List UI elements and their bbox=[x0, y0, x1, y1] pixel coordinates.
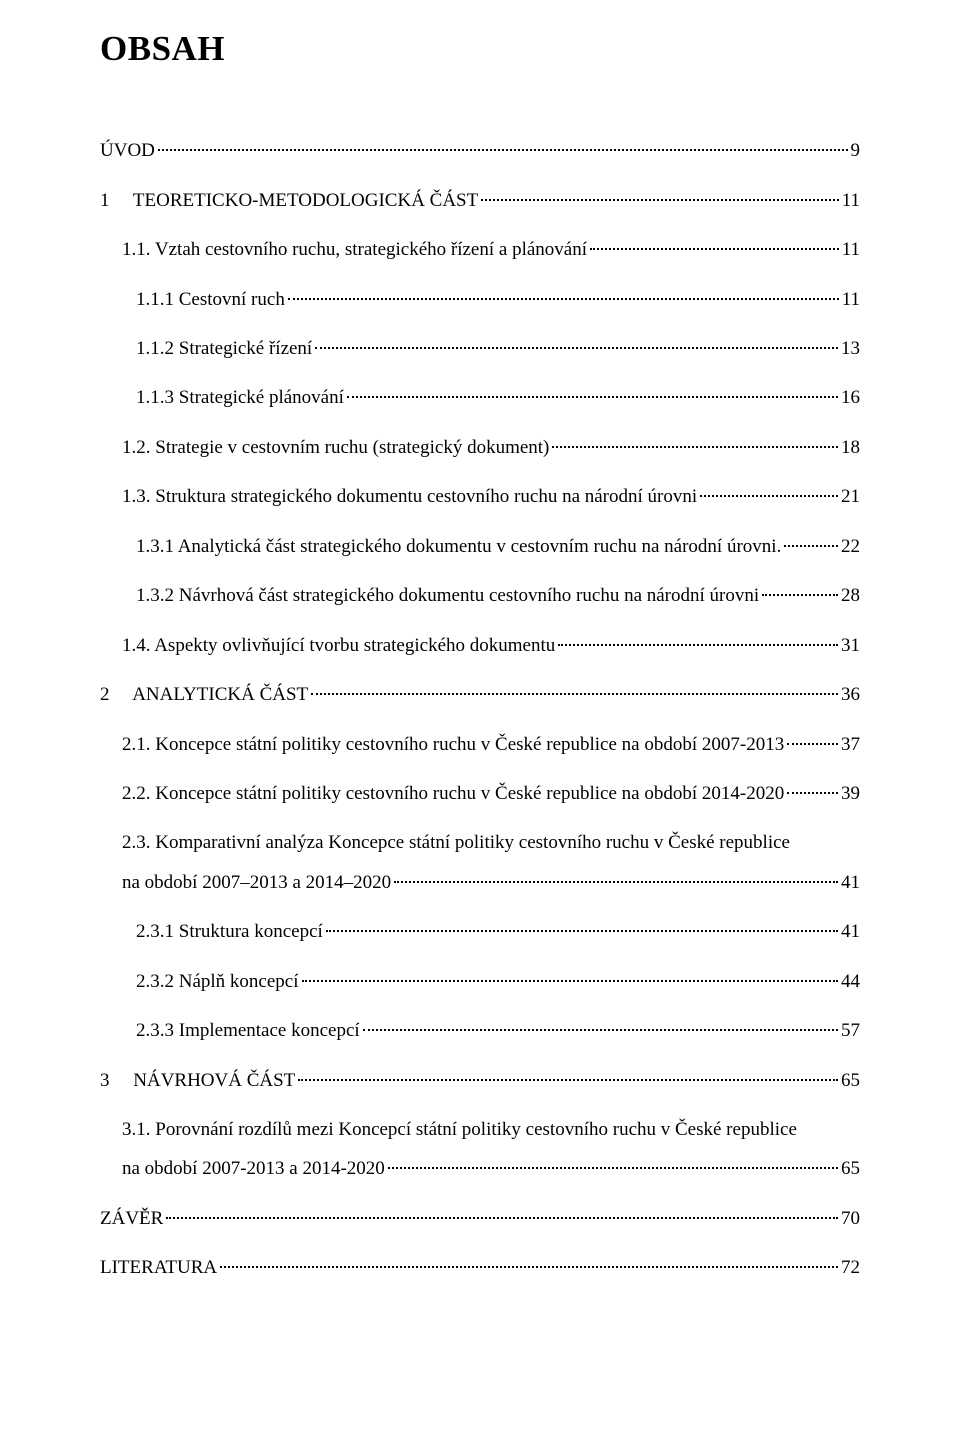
toc-entry: 2.3. Komparativní analýza Koncepce státn… bbox=[100, 828, 860, 897]
toc-entry-label: 1.1.1 Cestovní ruch bbox=[136, 285, 285, 314]
toc-entry-label: 1.3.2 Návrhová část strategického dokume… bbox=[136, 581, 759, 610]
document-page: OBSAH ÚVOD 9 1 TEORETICKO-METODOLOGICKÁ Č… bbox=[0, 0, 960, 1453]
toc-leader-dots bbox=[552, 446, 838, 448]
toc-leader-dots bbox=[311, 693, 838, 695]
toc-entry-label: LITERATURA bbox=[100, 1253, 217, 1282]
toc-entry-label: 3 NÁVRHOVÁ ČÁST bbox=[100, 1066, 295, 1095]
toc-entry-label: ZÁVĚR bbox=[100, 1204, 163, 1233]
toc-entry-label: 2.3.1 Struktura koncepcí bbox=[136, 917, 323, 946]
toc-entry-label: na období 2007–2013 a 2014–2020 bbox=[122, 868, 391, 897]
toc-leader-dots bbox=[326, 930, 838, 932]
toc-entry-label: 2.3. Komparativní analýza Koncepce státn… bbox=[122, 828, 860, 857]
toc-entry: ÚVOD 9 bbox=[100, 136, 860, 165]
toc-entry: 1.4. Aspekty ovlivňující tvorbu strategi… bbox=[100, 631, 860, 660]
toc-entry: 2 ANALYTICKÁ ČÁST 36 bbox=[100, 680, 860, 709]
toc-leader-dots bbox=[481, 199, 838, 201]
toc-entry: 2.1. Koncepce státní politiky cestovního… bbox=[100, 730, 860, 759]
toc-leader-dots bbox=[220, 1266, 838, 1268]
toc-entry-label: 2.3.3 Implementace koncepcí bbox=[136, 1016, 360, 1045]
toc-entry-page: 44 bbox=[841, 967, 860, 996]
toc-entry-label: 3.1. Porovnání rozdílů mezi Koncepcí stá… bbox=[122, 1115, 860, 1144]
toc-entry-label: 1 TEORETICKO-METODOLOGICKÁ ČÁST bbox=[100, 186, 478, 215]
toc-leader-dots bbox=[363, 1029, 838, 1031]
toc-leader-dots bbox=[787, 792, 838, 794]
toc-entry: 1.2. Strategie v cestovním ruchu (strate… bbox=[100, 433, 860, 462]
toc-entry-label: 1.3. Struktura strategického dokumentu c… bbox=[122, 482, 697, 511]
toc-leader-dots bbox=[590, 248, 839, 250]
toc-entry-label: 1.1.3 Strategické plánování bbox=[136, 383, 344, 412]
page-title: OBSAH bbox=[100, 22, 860, 76]
toc-entry-page: 65 bbox=[841, 1154, 860, 1183]
toc-entry: 1.3. Struktura strategického dokumentu c… bbox=[100, 482, 860, 511]
toc-entry-label: ÚVOD bbox=[100, 136, 155, 165]
toc-entry-page: 11 bbox=[842, 186, 860, 215]
toc-entry-page: 72 bbox=[841, 1253, 860, 1282]
toc-entry-page: 9 bbox=[851, 136, 861, 165]
toc-leader-dots bbox=[784, 545, 838, 547]
toc-entry-page: 18 bbox=[841, 433, 860, 462]
toc-entry: 1.3.2 Návrhová část strategického dokume… bbox=[100, 581, 860, 610]
toc-entry-continuation: na období 2007–2013 a 2014–2020 41 bbox=[122, 868, 860, 897]
toc-entry-page: 65 bbox=[841, 1066, 860, 1095]
toc-leader-dots bbox=[158, 149, 848, 151]
toc-entry-page: 36 bbox=[841, 680, 860, 709]
toc-entry-page: 22 bbox=[841, 532, 860, 561]
toc-leader-dots bbox=[558, 644, 838, 646]
toc-entry: 2.2. Koncepce státní politiky cestovního… bbox=[100, 779, 860, 808]
toc-entry-label: 1.4. Aspekty ovlivňující tvorbu strategi… bbox=[122, 631, 555, 660]
toc-entry: 1.1.1 Cestovní ruch 11 bbox=[100, 285, 860, 314]
toc-entry-label: 1.1.2 Strategické řízení bbox=[136, 334, 312, 363]
toc-leader-dots bbox=[288, 298, 839, 300]
toc-entry: 3.1. Porovnání rozdílů mezi Koncepcí stá… bbox=[100, 1115, 860, 1184]
toc-entry-page: 11 bbox=[842, 235, 860, 264]
toc-leader-dots bbox=[700, 495, 838, 497]
toc-entry-label: 1.1. Vztah cestovního ruchu, strategické… bbox=[122, 235, 587, 264]
toc-entry: 1.1. Vztah cestovního ruchu, strategické… bbox=[100, 235, 860, 264]
toc-entry-page: 21 bbox=[841, 482, 860, 511]
toc-entry-page: 57 bbox=[841, 1016, 860, 1045]
toc-leader-dots bbox=[298, 1079, 838, 1081]
toc-entry-page: 11 bbox=[842, 285, 860, 314]
toc-entry-label: 1.2. Strategie v cestovním ruchu (strate… bbox=[122, 433, 549, 462]
toc-entry-label: 1.3.1 Analytická část strategického doku… bbox=[136, 532, 781, 561]
toc-entry: 1.3.1 Analytická část strategického doku… bbox=[100, 532, 860, 561]
toc-entry-page: 39 bbox=[841, 779, 860, 808]
toc-entry-label: 2.3.2 Náplň koncepcí bbox=[136, 967, 299, 996]
toc-leader-dots bbox=[787, 743, 838, 745]
toc-entry-page: 16 bbox=[841, 383, 860, 412]
toc-entry-page: 41 bbox=[841, 917, 860, 946]
table-of-contents: ÚVOD 9 1 TEORETICKO-METODOLOGICKÁ ČÁST 11… bbox=[100, 136, 860, 1283]
toc-leader-dots bbox=[762, 594, 838, 596]
toc-entry-label: 2.2. Koncepce státní politiky cestovního… bbox=[122, 779, 784, 808]
toc-entry-page: 31 bbox=[841, 631, 860, 660]
toc-entry-label: na období 2007-2013 a 2014-2020 bbox=[122, 1154, 385, 1183]
toc-entry: 2.3.2 Náplň koncepcí 44 bbox=[100, 967, 860, 996]
toc-leader-dots bbox=[166, 1217, 838, 1219]
toc-entry: 1 TEORETICKO-METODOLOGICKÁ ČÁST 11 bbox=[100, 186, 860, 215]
toc-leader-dots bbox=[347, 396, 838, 398]
toc-entry: 2.3.1 Struktura koncepcí 41 bbox=[100, 917, 860, 946]
toc-entry: 2.3.3 Implementace koncepcí 57 bbox=[100, 1016, 860, 1045]
toc-entry-page: 37 bbox=[841, 730, 860, 759]
toc-entry: 1.1.2 Strategické řízení 13 bbox=[100, 334, 860, 363]
toc-entry: 3 NÁVRHOVÁ ČÁST 65 bbox=[100, 1066, 860, 1095]
toc-entry-page: 41 bbox=[841, 868, 860, 897]
toc-entry-page: 13 bbox=[841, 334, 860, 363]
toc-leader-dots bbox=[388, 1167, 838, 1169]
toc-entry-page: 70 bbox=[841, 1204, 860, 1233]
toc-entry: 1.1.3 Strategické plánování 16 bbox=[100, 383, 860, 412]
toc-entry-page: 28 bbox=[841, 581, 860, 610]
toc-entry: ZÁVĚR 70 bbox=[100, 1204, 860, 1233]
toc-leader-dots bbox=[302, 980, 838, 982]
toc-entry-label: 2 ANALYTICKÁ ČÁST bbox=[100, 680, 308, 709]
toc-entry-continuation: na období 2007-2013 a 2014-2020 65 bbox=[122, 1154, 860, 1183]
toc-entry-label: 2.1. Koncepce státní politiky cestovního… bbox=[122, 730, 784, 759]
toc-leader-dots bbox=[315, 347, 838, 349]
toc-entry: LITERATURA 72 bbox=[100, 1253, 860, 1282]
toc-leader-dots bbox=[394, 881, 838, 883]
